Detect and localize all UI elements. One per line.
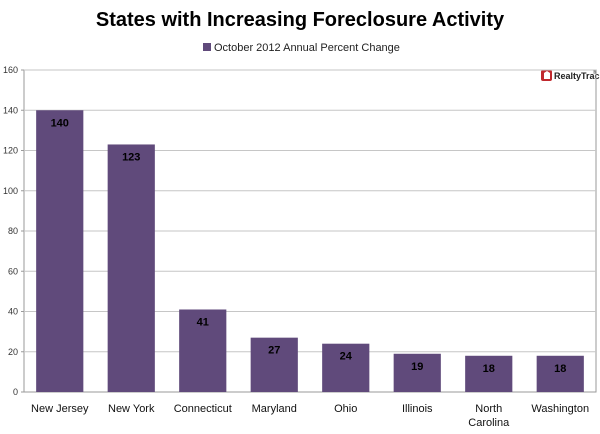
data-label: 27 [268, 345, 280, 357]
x-tick-label: New York [108, 403, 155, 415]
x-tick-label: Ohio [334, 403, 357, 415]
bar [536, 355, 584, 392]
y-tick-label: 160 [3, 65, 18, 75]
legend-swatch [203, 43, 211, 51]
x-tick-label: Illinois [402, 403, 433, 415]
bar [107, 144, 155, 392]
bar [322, 343, 370, 392]
bar [393, 353, 441, 392]
y-axis: 0 20 40 60 80 100 120 140 160 [3, 65, 24, 397]
x-tick-label: Washington [531, 403, 589, 415]
x-tick-label: Connecticut [174, 403, 232, 415]
bar [36, 110, 84, 392]
brand-name: RealtyTrac [554, 71, 600, 81]
x-tick-label: Maryland [252, 403, 297, 415]
x-axis: New Jersey New York Connecticut Maryland Ohi… [31, 403, 589, 429]
data-label: 24 [340, 351, 353, 363]
y-tick-label: 80 [8, 226, 18, 236]
data-label: 18 [483, 363, 495, 375]
bar [179, 309, 227, 392]
data-label: 123 [122, 151, 140, 163]
bar [250, 337, 298, 392]
y-tick-label: 40 [8, 307, 18, 317]
legend-label: October 2012 Annual Percent Change [214, 42, 400, 54]
x-tick-label: New Jersey [31, 403, 89, 415]
legend: October 2012 Annual Percent Change [203, 42, 400, 54]
bars: 140 123 41 27 24 19 18 18 [36, 110, 584, 392]
y-tick-label: 100 [3, 186, 18, 196]
brand-logo: RealtyTrac ® [541, 69, 600, 81]
data-label: 19 [411, 361, 423, 373]
data-label: 41 [197, 316, 209, 328]
y-tick-label: 60 [8, 266, 18, 276]
data-label: 18 [554, 363, 566, 375]
x-tick-label: North Carolina [468, 403, 510, 429]
chart-title: States with Increasing Foreclosure Activ… [96, 9, 505, 31]
y-tick-label: 140 [3, 105, 18, 115]
data-label: 140 [51, 117, 69, 129]
house-icon [544, 71, 550, 79]
y-tick-label: 0 [13, 387, 18, 397]
y-tick-label: 20 [8, 347, 18, 357]
y-tick-label: 120 [3, 146, 18, 156]
brand-registered-mark: ® [593, 69, 597, 76]
bar [465, 355, 513, 392]
